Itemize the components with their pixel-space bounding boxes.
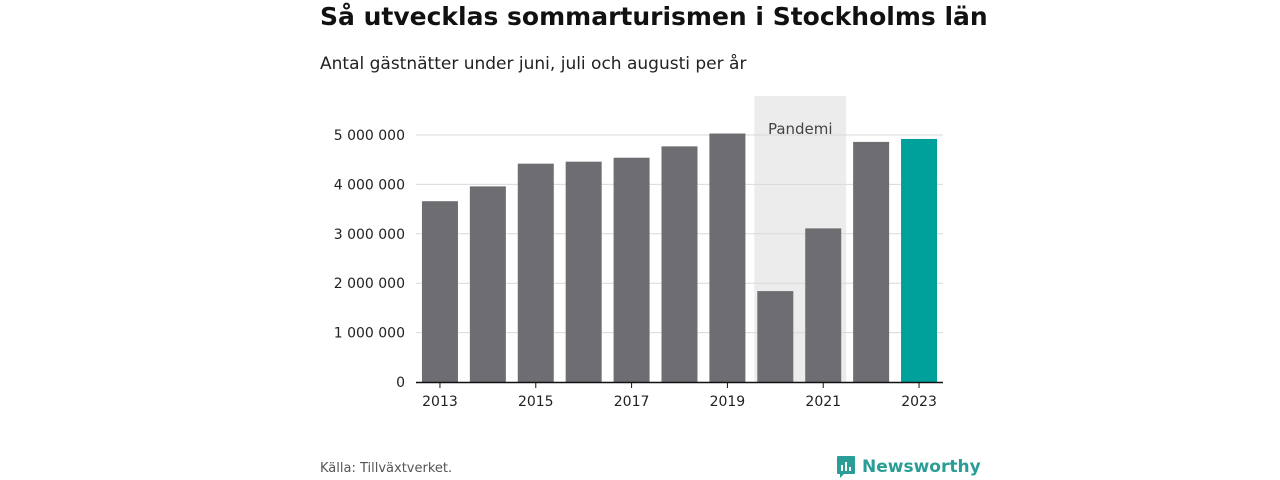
x-tick-label: 2019 <box>710 394 746 410</box>
source-note: Källa: Tillväxtverket. <box>320 461 453 476</box>
y-tick-label: 3 000 000 <box>334 227 405 243</box>
chart-subtitle: Antal gästnätter under juni, juli och au… <box>320 54 747 74</box>
x-tick-label: 2023 <box>901 394 937 410</box>
pandemic-label: Pandemi <box>768 120 833 138</box>
bar <box>757 291 794 382</box>
bar <box>565 161 602 382</box>
bar <box>901 138 938 382</box>
bar-chart-logo-icon <box>837 456 855 478</box>
bar <box>853 141 890 382</box>
x-tick-label: 2015 <box>518 394 554 410</box>
bar <box>805 228 842 382</box>
brand-name: Newsworthy <box>862 457 981 477</box>
bar <box>421 201 458 382</box>
bar <box>517 163 554 382</box>
x-tick-label: 2021 <box>805 394 841 410</box>
y-tick-label: 2 000 000 <box>334 276 405 292</box>
y-tick-label: 0 <box>396 375 405 391</box>
bar <box>709 133 746 382</box>
bar <box>469 186 506 382</box>
chart-title: Så utvecklas sommarturismen i Stockholms… <box>320 2 988 31</box>
bar <box>661 146 698 382</box>
x-tick-label: 2017 <box>614 394 650 410</box>
x-tick-label: 2013 <box>422 394 458 410</box>
brand-logo: Newsworthy <box>836 455 981 479</box>
bar <box>613 157 650 382</box>
y-tick-label: 4 000 000 <box>334 177 405 193</box>
y-tick-label: 5 000 000 <box>334 128 405 144</box>
y-tick-label: 1 000 000 <box>334 326 405 342</box>
